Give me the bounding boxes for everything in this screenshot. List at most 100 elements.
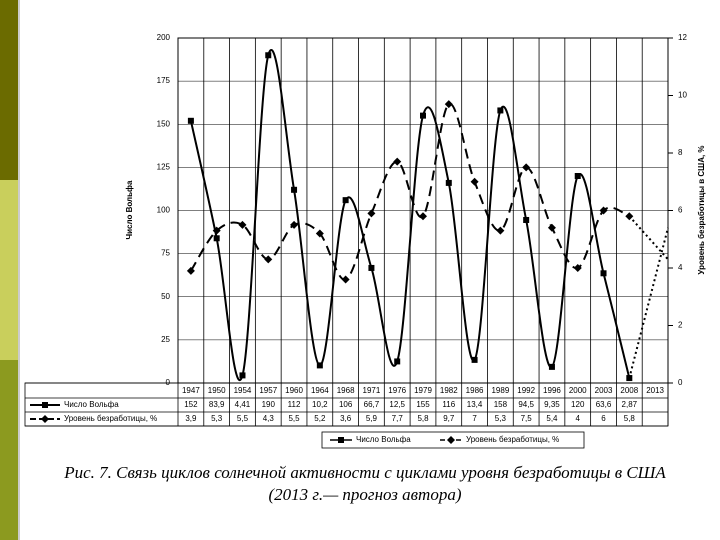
marker [548,363,555,370]
legend-label: Число Вольфа [356,435,411,444]
y2-tick-label: 4 [678,263,683,272]
y-tick-label: 125 [157,162,171,171]
marker [547,223,556,232]
legend-label: Уровень безработицы, % [466,435,559,444]
caption: Рис. 7. Связь циклов солнечной активност… [63,463,666,482]
marker [238,220,247,229]
table-cell: 9,35 [544,400,560,409]
x-tick-label: 2000 [569,386,587,395]
table-cell: 152 [184,400,198,409]
table-cell: 4 [576,414,581,423]
deco-bar [0,180,18,360]
table-cell: 5,4 [546,414,558,423]
y-tick-label: 75 [161,249,170,258]
marker [444,100,453,109]
y-tick-label: 25 [161,335,170,344]
table-cell: 7,7 [392,414,404,423]
table-cell: 4,3 [263,414,275,423]
marker [497,107,504,114]
marker [264,255,273,264]
x-tick-label: 1950 [208,386,226,395]
marker [41,415,49,423]
table-cell: 7 [472,414,477,423]
table-cell: 120 [571,400,585,409]
x-tick-label: 2013 [646,386,664,395]
table-cell: 3,6 [340,414,352,423]
deco-bar [0,0,18,180]
y-tick-label: 50 [161,292,170,301]
table-cell: 83,9 [209,400,225,409]
table-cell: 63,6 [596,400,612,409]
legend-label: Уровень безработицы, % [64,414,157,423]
marker [394,358,401,365]
table-cell: 5,3 [211,414,223,423]
marker [239,372,246,379]
y2-tick-label: 2 [678,321,683,330]
marker [420,112,426,119]
marker [186,266,195,275]
y2-tick-label: 12 [678,33,687,42]
x-tick-label: 1971 [363,386,381,395]
x-tick-label: 1960 [285,386,303,395]
marker [367,209,376,218]
marker [393,157,402,166]
legend-frame [321,431,585,449]
table-cell: 2,87 [622,400,638,409]
marker [523,216,530,223]
table-cell: 116 [442,400,455,409]
y-tick-label: 150 [157,119,171,128]
caption: (2013 г.— прогноз автора) [269,485,462,504]
marker [316,362,323,369]
marker [291,186,298,193]
table-cell: 5,8 [624,414,636,423]
table-cell: 5,8 [417,414,429,423]
marker [470,177,479,186]
x-tick-label: 1996 [543,386,561,395]
marker [447,436,455,444]
table-cell: 158 [494,400,508,409]
x-tick-label: 1992 [517,386,535,395]
table-cell: 5,3 [495,414,507,423]
y-tick-label: 175 [157,76,171,85]
x-tick-label: 1979 [414,386,432,395]
table-cell: 13,4 [467,400,483,409]
marker [338,437,344,443]
marker [522,163,531,172]
marker [419,212,427,221]
marker [290,220,299,229]
x-tick-label: 1986 [466,386,484,395]
marker [315,229,324,238]
forecast-line [628,215,669,261]
table-cell: 190 [262,400,276,409]
table-cell: 9,7 [443,414,455,423]
legend-label: Число Вольфа [64,400,119,409]
x-tick-label: 1968 [337,386,355,395]
marker [213,235,220,242]
x-tick-label: 1957 [259,386,277,395]
table-cell: 94,5 [518,400,534,409]
x-tick-label: 2003 [595,386,613,395]
y-tick-label: 100 [157,206,171,215]
marker [368,264,375,271]
x-tick-label: 1954 [234,386,252,395]
y-tick-label: 200 [157,33,171,42]
marker [471,356,478,363]
marker [212,226,221,235]
marker [600,270,607,277]
y2-axis-label: Уровень безработицы в США, % [697,145,706,274]
x-tick-label: 1989 [491,386,509,395]
marker [342,197,349,204]
x-tick-label: 1982 [440,386,458,395]
table-cell: 10,2 [312,400,328,409]
marker [265,52,272,59]
table-cell: 5,9 [366,414,378,423]
marker [42,402,48,408]
x-tick-label: 2008 [620,386,638,395]
table-cell: 5,2 [314,414,326,423]
marker [496,226,505,235]
marker [341,275,350,284]
table-cell: 66,7 [364,400,380,409]
marker [599,206,608,215]
